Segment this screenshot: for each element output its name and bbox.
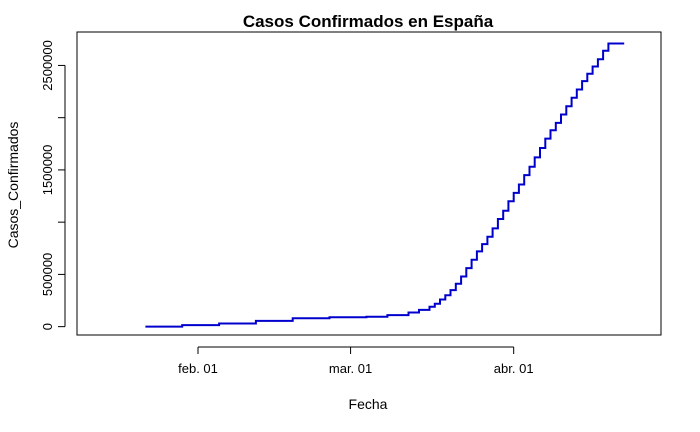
y-tick-label: 0 bbox=[40, 323, 55, 330]
x-tick-label: feb. 01 bbox=[178, 361, 218, 376]
x-axis: feb. 01 mar. 01 abr. 01 bbox=[178, 346, 534, 376]
y-tick-label: 1500000 bbox=[40, 145, 55, 196]
chart-title: Casos Confirmados en España bbox=[243, 12, 494, 31]
plot-area bbox=[76, 31, 662, 336]
y-axis-title: Casos_Confirmados bbox=[5, 122, 21, 249]
y-axis: 0 500000 1500000 2500000 bbox=[40, 40, 66, 330]
x-tick-label: mar. 01 bbox=[329, 361, 372, 376]
y-tick-label: 500000 bbox=[40, 253, 55, 296]
x-tick-label: abr. 01 bbox=[494, 361, 534, 376]
y-tick-label: 2500000 bbox=[40, 40, 55, 91]
series-line bbox=[145, 42, 625, 328]
x-axis-title: Fecha bbox=[349, 396, 388, 412]
